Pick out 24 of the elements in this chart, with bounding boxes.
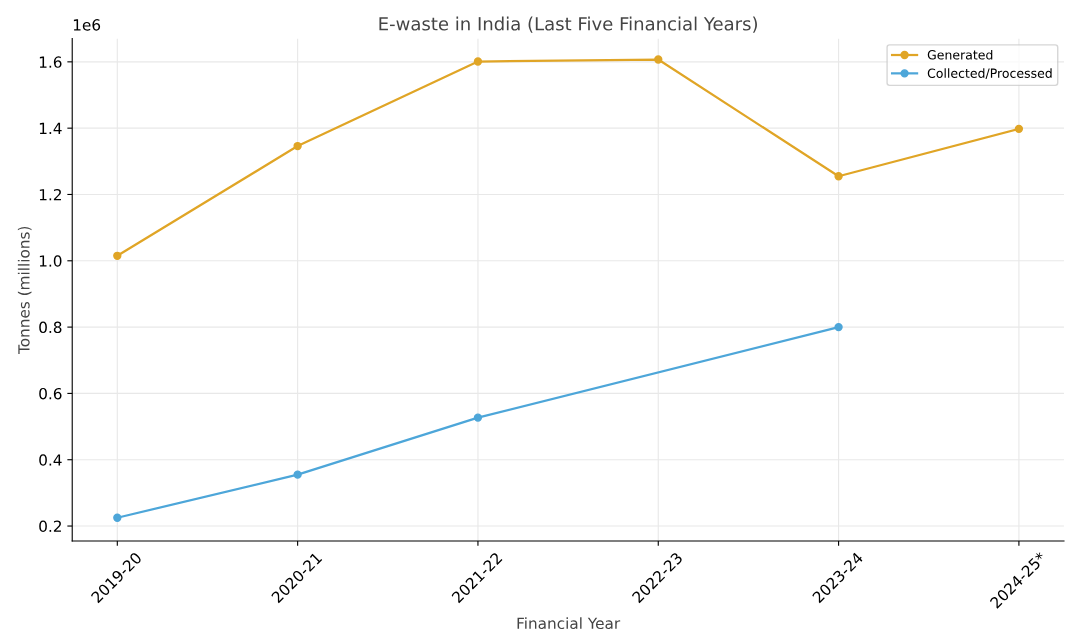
y-axis-title: Tonnes (millions) (17, 226, 32, 355)
y-tick-label: 1.0 (39, 255, 62, 267)
legend-label: Collected/Processed (927, 68, 1052, 79)
point (654, 55, 663, 64)
point (113, 251, 122, 260)
point (293, 470, 302, 479)
y-tick-label: 0.8 (39, 321, 62, 334)
point (834, 322, 843, 332)
chart-title: E-waste in India (Last Five Financial Years) (379, 16, 757, 33)
point (1014, 124, 1024, 133)
legend-label: Generated (927, 49, 993, 60)
point (293, 141, 302, 151)
point (473, 57, 483, 66)
x-axis-title: Financial Year (517, 617, 621, 630)
text: 1e6 (73, 19, 101, 31)
point (473, 413, 483, 422)
y-tick-label: 1.4 (39, 122, 62, 134)
y-tick-label: 1.6 (39, 56, 62, 68)
y-tick-label: 1.2 (39, 188, 61, 201)
point (834, 172, 843, 181)
point (113, 513, 122, 522)
y-tick-label: 0.4 (39, 454, 62, 466)
y-tick-label: 0.2 (39, 520, 61, 533)
y-tick-label: 0.6 (39, 387, 62, 400)
